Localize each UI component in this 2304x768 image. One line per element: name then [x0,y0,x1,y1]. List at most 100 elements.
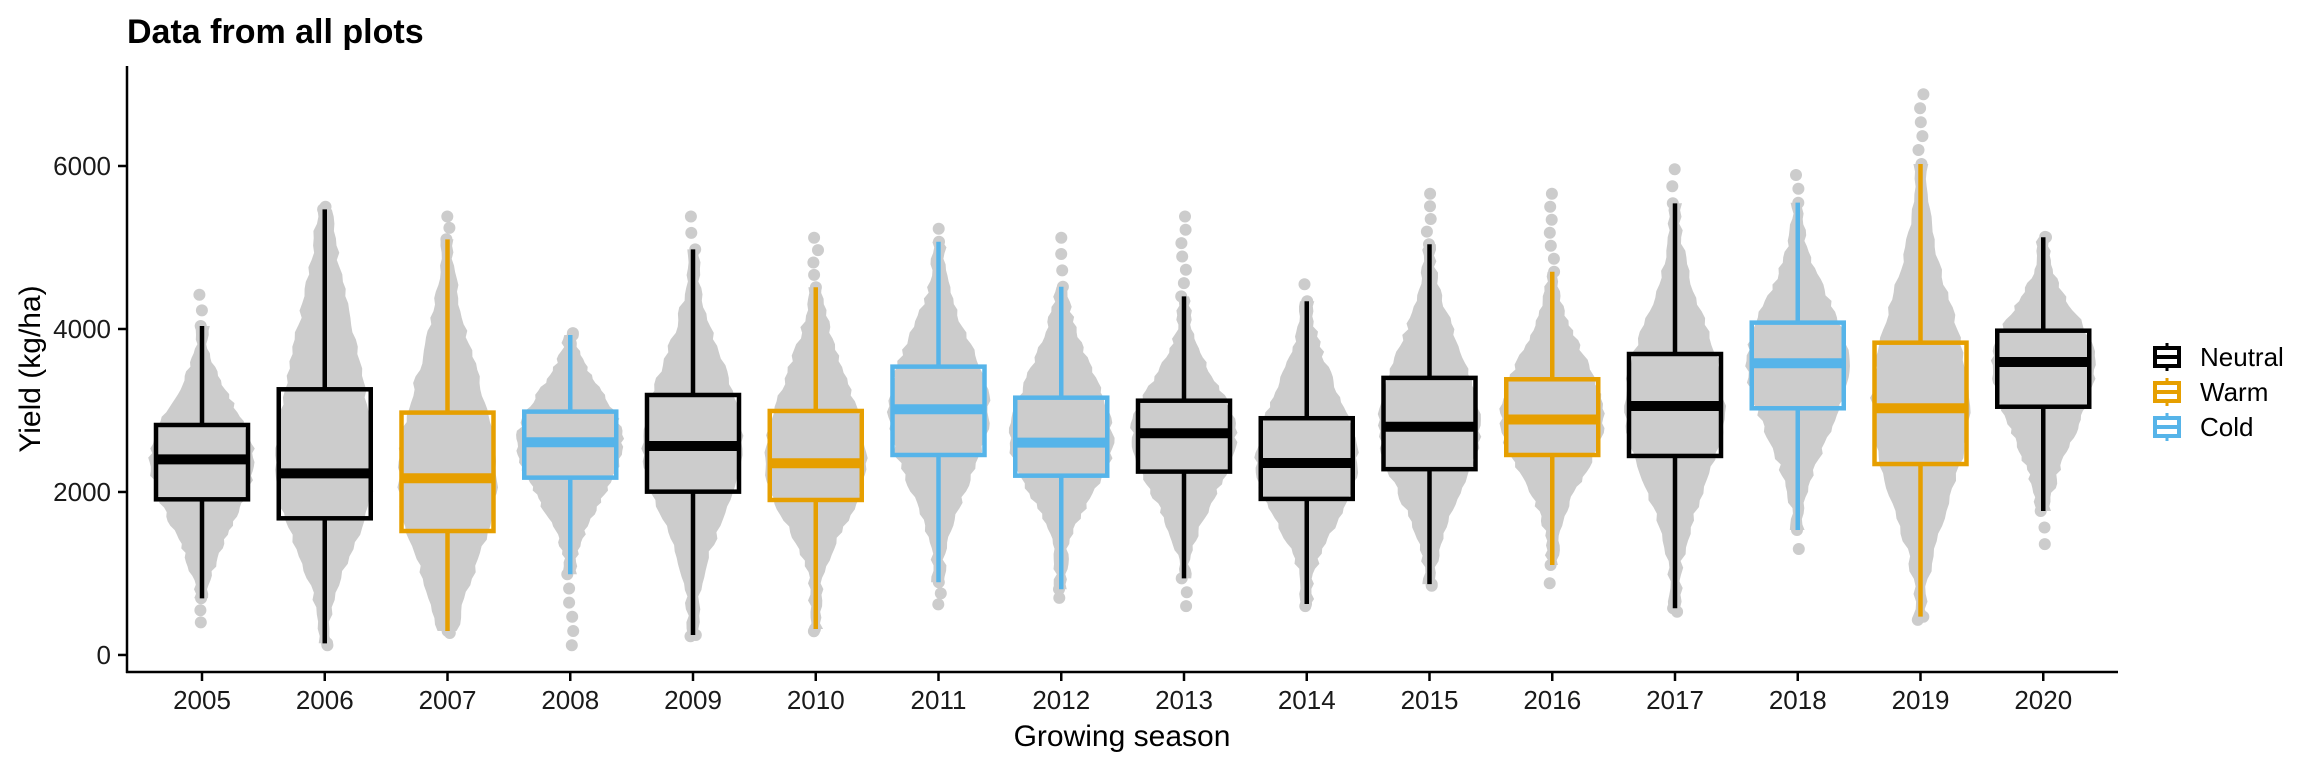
data-point [563,596,576,609]
data-point [1666,180,1679,193]
box-2006 [276,209,373,644]
legend-label: Warm [2200,377,2268,407]
box-2010 [767,287,864,629]
data-point [932,598,945,611]
data-point [1911,613,1924,626]
data-point [1668,163,1681,176]
data-point [565,639,578,652]
x-axis-title: Growing season [1014,720,1231,753]
data-point [567,625,580,637]
box-2016 [1504,271,1601,565]
x-tick-label: 2018 [1769,685,1827,715]
legend-label: Cold [2200,412,2253,442]
data-point [1544,239,1557,252]
x-tick-label: 2020 [2014,685,2072,715]
data-point [1053,591,1066,604]
point-cloud-body [516,335,625,575]
box-2015 [1381,244,1478,585]
x-tick-label: 2006 [296,685,354,715]
data-point [1671,605,1684,618]
point-cloud-body [1377,244,1482,585]
data-point [808,231,821,244]
box-2014 [1258,301,1355,605]
data-point [1177,277,1190,290]
data-point [1424,213,1437,225]
data-point [1545,187,1558,200]
data-point [1055,248,1068,260]
data-point [1420,225,1433,238]
box-2012 [1013,286,1110,590]
box-2009 [644,249,742,636]
x-tick-label: 2014 [1278,685,1336,715]
data-point [1916,130,1929,143]
point-cloud-body [764,287,868,629]
data-point [1175,237,1188,250]
x-ticks: 2005 2006 2007 2008 2009 2010 2011 2012 2013 2014… [173,672,2072,715]
box-2005 [153,325,251,599]
data-point [1179,223,1192,236]
legend-label: Neutral [2200,342,2284,372]
data-point [1180,586,1193,599]
data-point [2038,521,2051,534]
data-point [934,587,947,600]
x-tick-label: 2011 [911,685,967,715]
box-iqr [1013,395,1110,478]
point-cloud-2019 [1870,88,1971,626]
box-2008 [522,335,619,575]
point-cloud-body [1254,301,1359,604]
data-point [1176,250,1189,263]
data-point [1545,213,1558,226]
data-point [194,604,207,617]
x-tick-label: 2009 [664,685,722,715]
box-2017 [1626,203,1724,609]
data-point [812,244,824,257]
data-point [1298,278,1311,291]
box-2011 [890,241,987,583]
box-2007 [399,239,496,632]
data-point [1790,169,1802,181]
data-point [1180,600,1193,613]
data-point [807,256,820,269]
y-axis-title: Yield (kg/ha) [14,285,47,452]
x-tick-label: 2013 [1155,685,1213,715]
data-point [1543,226,1556,239]
box-2018 [1749,202,1846,530]
x-tick-label: 2005 [173,685,231,715]
legend-item-cold: Cold [2153,412,2253,442]
x-tick-label: 2015 [1401,685,1459,715]
data-point [808,268,821,281]
x-tick-label: 2016 [1523,685,1581,715]
data-point [1792,543,1805,555]
box-iqr [399,410,496,534]
data-point [932,222,945,235]
legend-item-warm: Warm [2153,377,2268,407]
point-cloud-2020 [1990,230,2096,551]
y-tick-label: 6000 [53,151,111,181]
data-point [443,221,456,234]
data-point [1547,252,1560,265]
point-cloud-body [1990,237,2096,512]
point-cloud-2010 [764,231,868,638]
data-point [1914,116,1927,129]
x-tick-label: 2007 [419,685,477,715]
x-tick-label: 2017 [1646,685,1704,715]
legend: Neutral Warm Cold [2153,342,2284,442]
point-cloud-2008 [516,327,625,652]
point-cloud-body [275,209,374,644]
box-2020 [1995,237,2092,511]
point-cloud-body [1870,164,1971,617]
data-point [193,288,206,301]
data-point [441,210,454,223]
chart-title: Data from all plots [127,13,424,51]
y-tick-label: 4000 [53,314,111,344]
y-tick-label: 2000 [53,477,111,507]
data-point [194,616,207,629]
data-point [933,235,945,248]
data-point [1792,182,1805,195]
data-point [684,210,697,223]
data-point [1179,210,1191,223]
data-point [563,582,576,595]
y-tick-label: 0 [97,640,111,670]
data-point [1055,231,1068,244]
